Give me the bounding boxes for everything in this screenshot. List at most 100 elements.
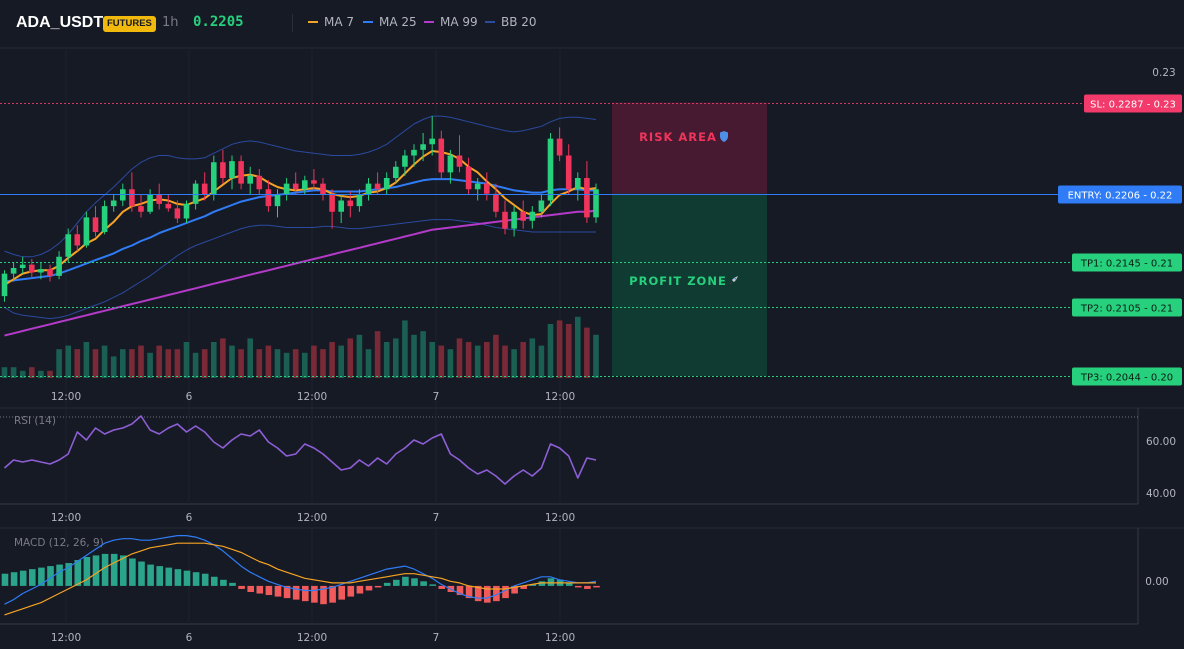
- volume-bar: [183, 342, 190, 378]
- time-label: 12:00: [51, 512, 81, 524]
- timeframe-label[interactable]: 1h: [162, 15, 179, 30]
- futures-badge: FUTURES: [103, 16, 156, 32]
- volume-bar: [493, 334, 499, 378]
- volume-bar: [174, 349, 181, 378]
- volume-bar: [411, 334, 417, 378]
- macd-histogram-bar: [302, 585, 309, 602]
- macd-histogram-bar: [374, 585, 382, 588]
- volume-bar: [320, 349, 326, 378]
- macd-histogram-bar: [365, 585, 373, 591]
- macd-histogram-bar: [256, 585, 264, 594]
- volume-bar: [565, 324, 572, 378]
- macd-histogram-bar: [192, 572, 200, 586]
- candle: [174, 208, 181, 219]
- macd-histogram-bar: [493, 585, 500, 602]
- macd-histogram-bar: [429, 584, 436, 586]
- legend-bb20[interactable]: BB 20: [485, 15, 537, 29]
- candle: [447, 155, 454, 173]
- volume-bar: [374, 331, 381, 378]
- volume-bar: [56, 349, 62, 378]
- candle: [274, 194, 281, 207]
- header-divider: [292, 14, 293, 32]
- volume-bar: [274, 349, 281, 378]
- macd-histogram-bar: [474, 585, 482, 602]
- candle: [565, 155, 572, 190]
- volume-bar: [201, 349, 208, 378]
- legend-ma99[interactable]: MA 99: [424, 15, 478, 29]
- legend-ma7-label: MA 7: [324, 15, 355, 29]
- level-tags: SL: 0.2287 - 0.23 ENTRY: 0.2206 - 0.22 TP1…: [1058, 94, 1182, 386]
- candle: [374, 183, 381, 190]
- legend-ma7[interactable]: MA 7: [308, 15, 354, 29]
- macd-histogram-bar: [593, 585, 600, 588]
- macd-histogram-bar: [129, 558, 136, 586]
- volume-bar: [547, 324, 554, 378]
- macd-histogram-bar: [1, 573, 9, 586]
- macd-histogram-bar: [56, 564, 63, 586]
- volume-bar: [74, 349, 81, 378]
- macd-histogram-bar: [211, 576, 218, 586]
- volume-bar: [65, 345, 71, 378]
- symbol-name[interactable]: ADA_USDT: [16, 14, 104, 31]
- volume-bars: [1, 316, 599, 378]
- candle: [520, 211, 526, 221]
- volume-bar: [529, 338, 536, 378]
- time-label: 6: [186, 512, 193, 524]
- macd-histogram-bar: [465, 585, 473, 599]
- candle: [438, 138, 445, 173]
- legend-ma25[interactable]: MA 25: [363, 15, 417, 29]
- macd-histogram-bar: [383, 582, 391, 586]
- macd-histogram-bar: [320, 585, 327, 605]
- candle: [110, 200, 117, 207]
- legend-ma25-label: MA 25: [379, 15, 417, 29]
- time-label: 12:00: [51, 391, 81, 403]
- macd-panel[interactable]: MACD (12, 26, 9) 0.00: [1, 534, 1169, 616]
- level-tag-label: TP2: 0.2105 - 0.21: [1080, 304, 1173, 315]
- macd-histogram-bar: [74, 560, 82, 586]
- candle: [365, 183, 372, 195]
- candle: [1, 273, 8, 297]
- candle: [329, 194, 335, 212]
- legend-ma25-swatch: [363, 21, 373, 23]
- candle: [265, 189, 272, 207]
- candle: [402, 155, 408, 167]
- level-tag: [1072, 298, 1182, 317]
- volume-bar: [356, 334, 363, 378]
- candle: [493, 193, 499, 212]
- macd-histogram-bar: [201, 573, 209, 586]
- volume-bar: [383, 342, 390, 378]
- legend-ma99-label: MA 99: [440, 15, 478, 29]
- macd-histogram-bar: [502, 585, 509, 599]
- volume-bar: [329, 342, 335, 378]
- macd-histogram-bar: [165, 567, 173, 586]
- macd-histogram-bar: [547, 578, 555, 586]
- candle: [165, 203, 172, 209]
- candle: [393, 166, 399, 178]
- risk-zone: [612, 102, 767, 194]
- volume-bar: [584, 327, 590, 378]
- volume-bar: [19, 370, 26, 378]
- candle: [356, 194, 363, 207]
- rocket-icon: [729, 276, 738, 285]
- profit-zone: [612, 193, 767, 376]
- level-tag-label: SL: 0.2287 - 0.23: [1090, 100, 1176, 111]
- candle: [456, 155, 463, 167]
- macd-histogram-bar: [238, 585, 245, 589]
- macd-histogram-bar: [484, 585, 491, 603]
- macd-histogram-bar: [83, 556, 91, 586]
- volume-bar: [83, 342, 90, 378]
- price-panel[interactable]: RISK AREA PROFIT ZONE 0.23 SL: 0.2287 - …: [0, 47, 1184, 625]
- rsi-panel[interactable]: RSI (14) 60.00 40.00: [3, 415, 1177, 500]
- volume-bar: [311, 345, 317, 378]
- candle: [211, 162, 217, 195]
- macd-histogram-bar: [402, 576, 409, 586]
- time-label: 12:00: [545, 391, 575, 403]
- macd-histogram-bar: [356, 585, 364, 594]
- candle: [593, 189, 599, 218]
- candle: [420, 144, 426, 150]
- volume-bar: [520, 342, 526, 378]
- volume-bar: [502, 345, 508, 378]
- macd-histogram-bar: [411, 578, 418, 586]
- level-tag: [1072, 253, 1182, 272]
